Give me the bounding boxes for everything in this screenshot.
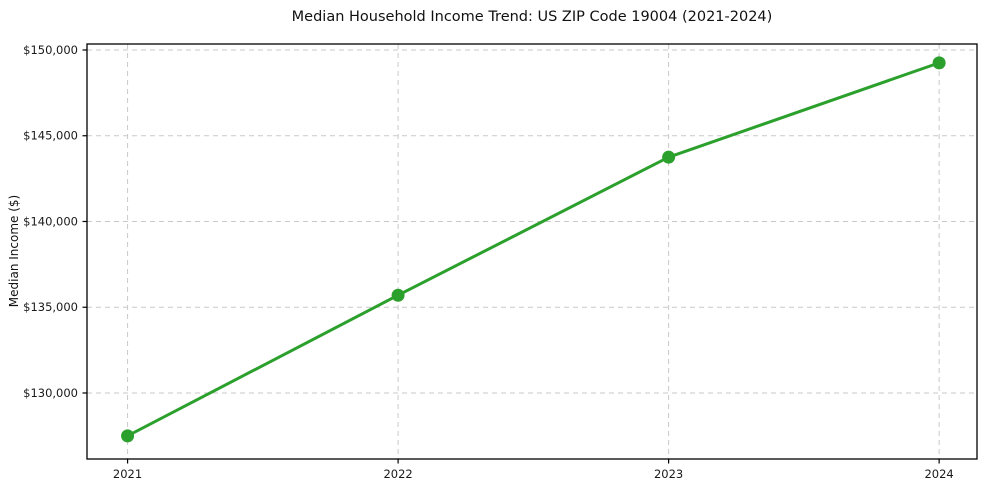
data-point (121, 429, 135, 443)
chart-title: Median Household Income Trend: US ZIP Co… (291, 9, 773, 25)
y-tick-label: $145,000 (23, 129, 78, 143)
data-point (662, 150, 676, 164)
y-tick-label: $135,000 (23, 300, 78, 314)
x-tick-label: 2022 (383, 467, 412, 481)
y-tick-label: $140,000 (23, 214, 78, 228)
plot-frame (86, 43, 978, 460)
y-axis-label: Median Income ($) (7, 194, 21, 308)
data-point (932, 56, 946, 70)
y-tick-label: $130,000 (23, 386, 78, 400)
trend-line (126, 61, 941, 438)
y-tick-label: $150,000 (23, 43, 78, 57)
data-point (391, 288, 405, 302)
x-tick-label: 2021 (113, 467, 142, 481)
x-tick-label: 2023 (654, 467, 683, 481)
x-tick-label: 2024 (924, 467, 953, 481)
